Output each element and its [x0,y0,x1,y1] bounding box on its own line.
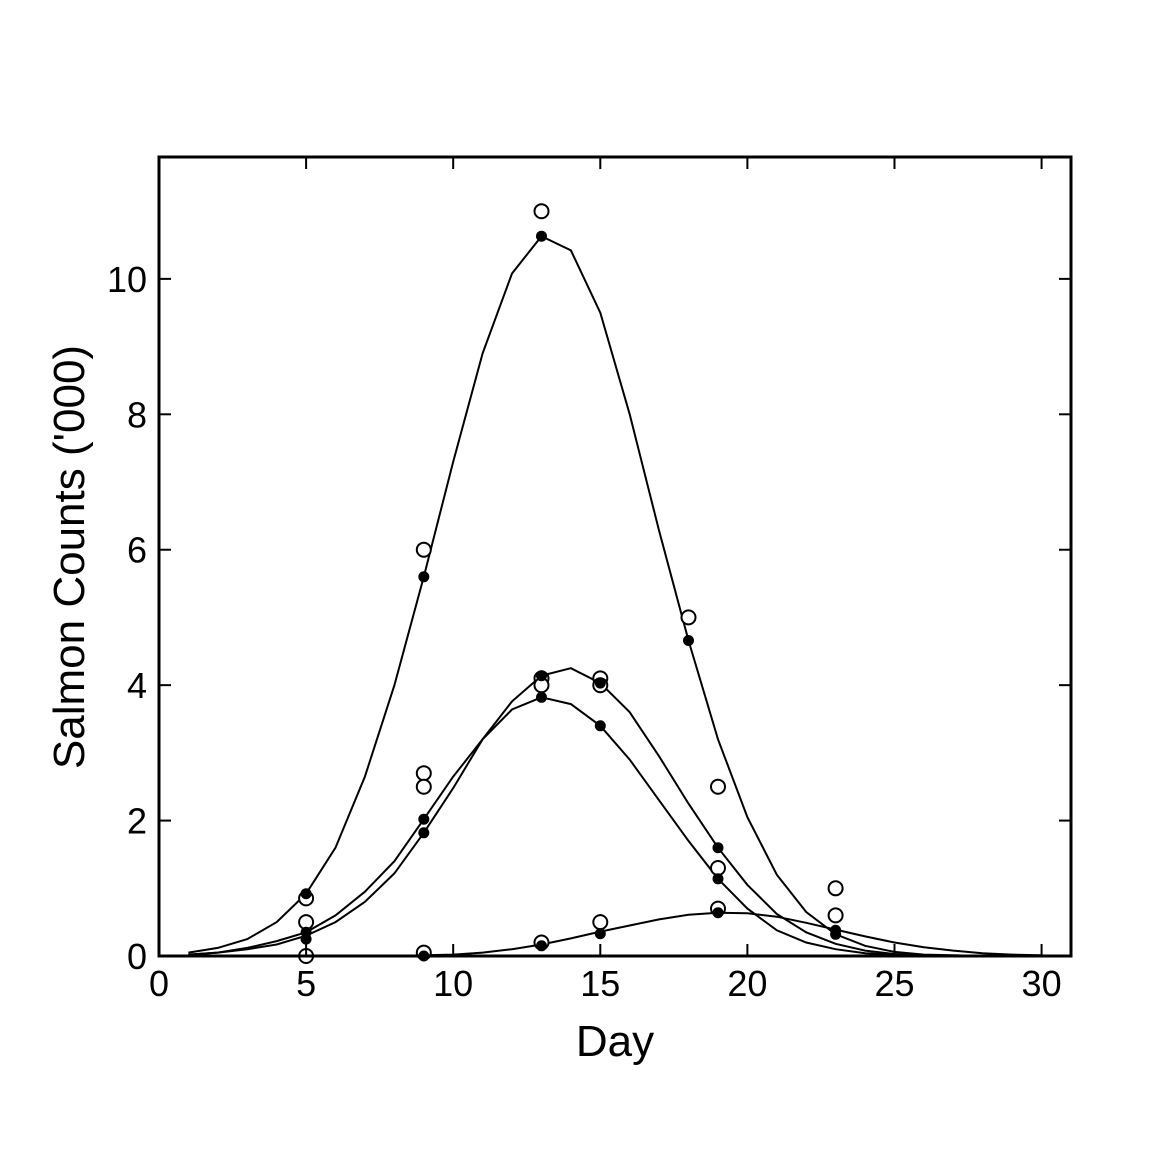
fitted-point-15 [683,635,694,646]
fitted-point-18 [712,907,724,919]
observed-point-19 [827,880,844,897]
fitted-point-14 [594,928,606,940]
fitted-curves-layer [188,234,1042,957]
y-tick-label-10: 10 [107,259,147,300]
y-tick-label-4: 4 [127,665,147,706]
ticks-layer: 0 5 10 15 20 25 30 0 2 4 6 8 10 [107,157,1071,1004]
fitted-point-8 [536,230,547,242]
x-tick-label-5: 5 [296,963,316,1004]
observed-point-6 [415,778,432,795]
fitted-point-11 [536,940,547,952]
observed-point-15 [680,609,697,626]
observed-point-4 [415,541,432,558]
fitted-point-5 [418,813,430,825]
fitted-curve-4 [188,911,1042,957]
fitted-curve-1 [188,234,1042,957]
observed-points-layer [298,203,844,964]
x-tick-label-20: 20 [727,963,767,1004]
fitted-point-13 [594,720,606,732]
observed-point-8 [533,203,550,220]
x-tick-label-10: 10 [433,963,473,1004]
fitted-point-20 [830,928,842,940]
observed-point-17 [710,860,726,876]
fitted-point-6 [418,827,430,839]
y-tick-label-6: 6 [127,530,147,571]
fitted-point-9 [536,670,547,682]
plot-frame [157,155,1073,958]
y-tick-label-8: 8 [127,394,147,435]
fitted-curve-3 [188,667,1042,957]
fitted-point-17 [712,873,724,885]
fitted-points-layer [300,230,842,962]
x-tick-label-30: 30 [1022,963,1062,1004]
observed-point-20 [827,907,844,924]
fitted-point-4 [418,571,430,583]
y-axis-label: Salmon Counts ('000) [45,345,94,769]
y-tick-label-0: 0 [127,936,147,977]
fitted-point-16 [712,842,724,854]
x-tick-label-0: 0 [149,963,169,1004]
fitted-point-3 [300,933,312,945]
x-tick-label-25: 25 [874,963,914,1004]
observed-point-16 [710,778,726,795]
y-tick-label-2: 2 [127,801,147,842]
observed-point-5 [415,765,432,782]
fitted-point-10 [536,691,547,703]
x-tick-label-15: 15 [580,963,620,1004]
fitted-point-12 [594,677,606,689]
fitted-point-1 [300,888,312,900]
fitted-curve-2 [188,696,1042,957]
observed-point-14 [592,914,609,931]
x-axis-label: Day [576,1017,654,1066]
